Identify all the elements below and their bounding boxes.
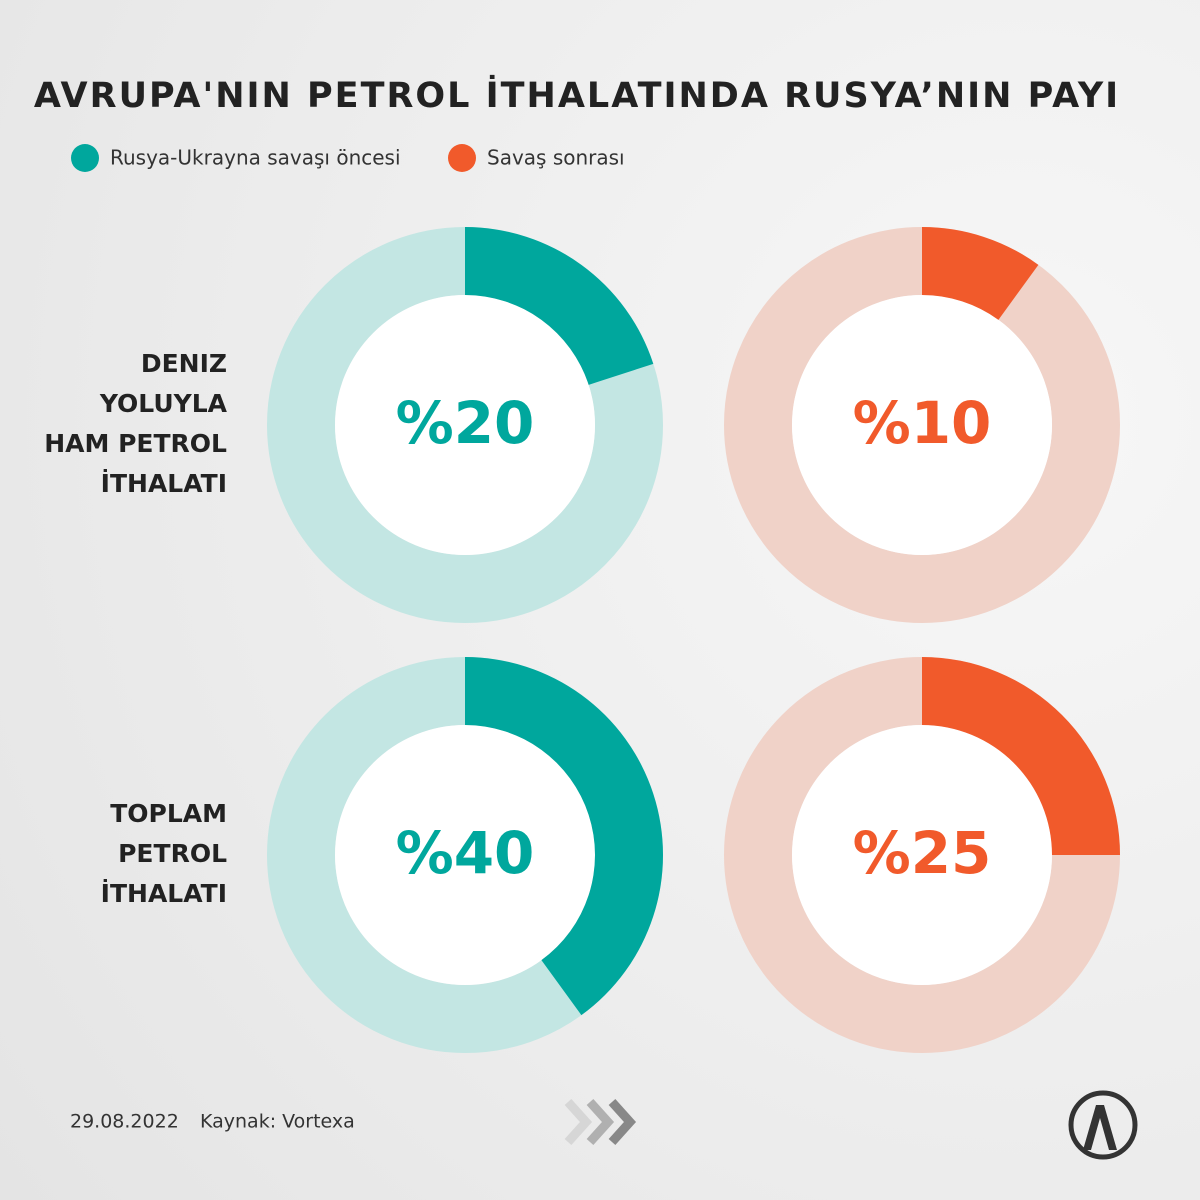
donut-hole [792,295,1052,555]
donut-segment [922,657,1120,855]
value-label: %40 [396,819,535,887]
date: 29.08.2022 [70,1111,179,1133]
chart-title: AVRUPA'NIN PETROL İTHALATINDA RUSYA’NIN … [34,74,1120,116]
donut-hole [335,295,595,555]
legend-swatch [71,144,99,172]
value-label: %20 [396,389,535,457]
legend-label: Savaş sonrası [487,146,625,170]
row-label: YOLUYLA [99,389,228,418]
donut-hole [792,725,1052,985]
donut-segment [465,657,663,1016]
row-label: PETROL [118,839,227,868]
row-label: DENIZ [141,349,227,378]
value-label: %25 [853,819,992,887]
donut-segment [465,227,654,385]
legend-label: Rusya-Ukrayna savaşı öncesi [110,146,401,170]
value-label: %10 [853,389,992,457]
legend-swatch [448,144,476,172]
donut-segment [922,227,1039,320]
row-label: TOPLAM [110,799,227,828]
arrows [564,1098,637,1146]
source: Kaynak: Vortexa [200,1111,355,1133]
donut-hole [335,725,595,985]
logo [1068,1090,1138,1160]
row-label: İTHALATI [101,878,227,908]
row-label: İTHALATI [101,468,227,498]
row-label: HAM PETROL [44,429,227,458]
